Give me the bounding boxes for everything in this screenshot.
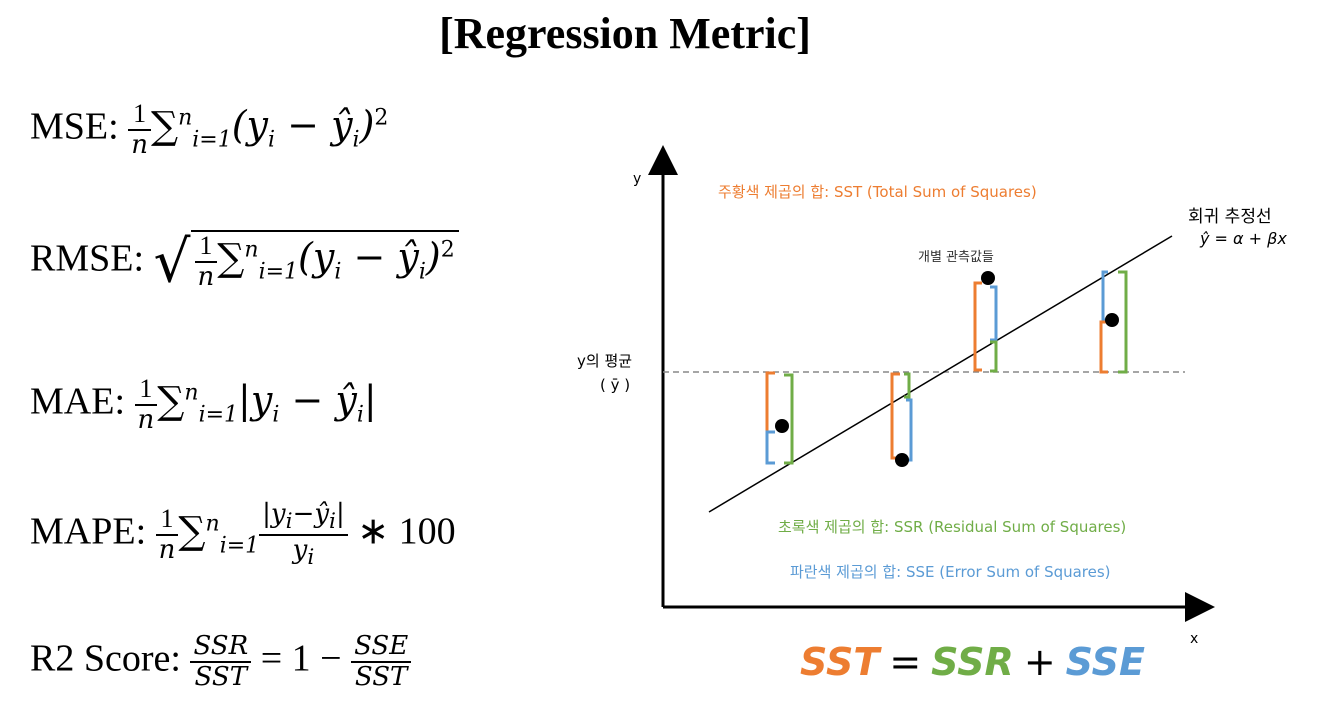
sse-label: 파란색 제곱의 합: SSE (Error Sum of Squares): [790, 563, 1111, 581]
obs-point-3: [981, 271, 995, 285]
r2-formula: R2 Score: SSR SST = 1 − SSE SST: [30, 632, 412, 691]
mae-formula: MAE: 1 n ∑ni=1|yi − ŷi|: [30, 374, 377, 435]
ssr-bracket-2: [904, 372, 911, 399]
rmse-formula: RMSE: √ 1 n ∑ni=1(yi − ŷi)2: [30, 230, 459, 291]
mse-label: MSE:: [30, 105, 119, 148]
ssr-bracket-4: [1118, 270, 1128, 374]
rmse-label: RMSE:: [30, 237, 145, 280]
sst-bracket-2: [890, 372, 900, 460]
mean-symbol: ( ȳ ): [600, 376, 630, 394]
mape-formula: MAPE: 1 n ∑ni=1 |yi−ŷi| yi ∗ 100: [30, 499, 456, 571]
eq-sse: SSE: [1065, 640, 1145, 684]
ssr-label: 초록색 제곱의 합: SSR (Residual Sum of Squares): [778, 518, 1126, 536]
ssr-bracket-3: [990, 340, 998, 373]
obs-point-2: [895, 453, 909, 467]
eq-sst: SST: [800, 640, 880, 684]
sst-label: 주황색 제곱의 합: SST (Total Sum of Squares): [718, 183, 1037, 201]
reg-line-formula: ŷ = α + βx: [1199, 229, 1287, 248]
obs-label: 개별 관측값들: [918, 250, 994, 265]
mean-label: y의 평균: [577, 352, 632, 370]
sse-bracket-4: [1101, 270, 1108, 322]
r2-label: R2 Score:: [30, 637, 181, 680]
sst-bracket-1: [765, 371, 775, 434]
y-axis-label: y: [633, 171, 641, 187]
obs-point-1: [775, 419, 789, 433]
page-title: [Regression Metric]: [439, 9, 811, 58]
sst-bracket-3: [973, 281, 982, 372]
decomposition-equation: SST = SSR + SSE: [800, 640, 1145, 684]
eq-ssr: SSR: [931, 640, 1014, 684]
sse-bracket-2: [906, 398, 913, 462]
mse-formula: MSE: 1 n ∑ni=1(yi − ŷi)2: [30, 99, 389, 160]
sst-bracket-4: [1099, 320, 1108, 374]
reg-line-label: 회귀 추정선: [1188, 207, 1272, 227]
ssr-bracket-1: [784, 373, 794, 465]
regression-line: [708, 235, 1173, 513]
sse-bracket-1: [765, 430, 775, 465]
obs-point-4: [1105, 313, 1119, 327]
mae-label: MAE:: [30, 380, 125, 423]
x-axis-label: x: [1190, 631, 1198, 647]
mape-label: MAPE:: [30, 510, 147, 553]
sse-bracket-3: [990, 285, 998, 342]
